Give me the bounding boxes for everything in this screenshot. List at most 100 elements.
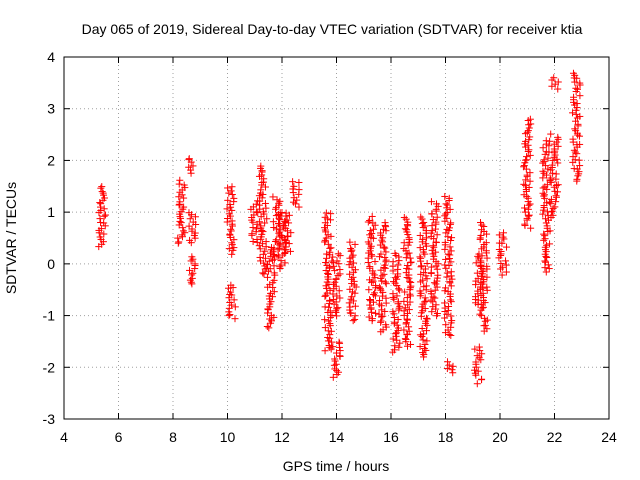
data-point [228,206,236,214]
data-point [483,325,491,333]
data-point [331,267,339,275]
data-point [470,366,478,374]
data-point [406,298,414,306]
data-point [226,230,234,238]
data-point [548,207,556,215]
data-point [364,238,372,246]
data-point [336,266,344,274]
data-point [377,250,385,258]
data-point [228,241,236,249]
data-point [421,294,429,302]
data-point [275,244,283,252]
data-point [406,278,414,286]
data-point [270,288,278,296]
data-point [449,369,457,377]
data-point [390,295,398,303]
data-point [448,234,456,242]
data-point [441,299,449,307]
y-tick-label: 3 [47,101,55,117]
y-axis-label: SDTVAR / TECUs [3,182,19,294]
data-point [576,140,584,148]
data-point [100,205,108,213]
data-point [444,233,452,241]
data-point [552,192,560,200]
data-point [423,260,431,268]
data-point [366,276,374,284]
data-point [370,291,378,299]
data-point [278,208,286,216]
data-point [329,343,337,351]
data-point [403,262,411,270]
data-point [394,285,402,293]
data-point [476,257,484,265]
x-tick-labels: 4 6 8 10 12 14 16 18 20 22 24 [60,429,617,445]
data-point [431,294,439,302]
data-point [281,236,289,244]
data-point [551,187,559,195]
data-point [275,253,283,261]
data-point [366,296,374,304]
data-point [323,278,331,286]
data-point [187,169,195,177]
data-point [274,246,282,254]
data-point [422,314,430,322]
data-point [262,254,270,262]
data-point [176,176,184,184]
data-point [225,245,233,253]
data-point [422,282,430,290]
data-point [520,180,528,188]
data-point [527,224,535,232]
data-point [400,297,408,305]
data-point [327,216,335,224]
data-point [447,282,455,290]
data-point [428,210,436,218]
data-point [379,312,387,320]
data-point [189,218,197,226]
data-point [178,233,186,241]
data-point [405,327,413,335]
data-point [188,253,196,261]
data-point [326,331,334,339]
data-point [351,312,359,320]
data-point [394,261,402,269]
data-point [322,267,330,275]
data-point [405,234,413,242]
data-point [330,295,338,303]
data-point [382,294,390,302]
data-point [382,248,390,256]
data-point [322,282,330,290]
data-point [175,201,183,209]
data-point [329,259,337,267]
data-point [554,159,562,167]
data-point [445,262,453,270]
data-point [188,271,196,279]
data-point [445,224,453,232]
data-point [442,284,450,292]
data-point [416,331,424,339]
data-point [543,253,551,261]
x-tick-label: 16 [383,429,399,445]
data-point [188,225,196,233]
data-point [417,270,425,278]
data-point [428,222,436,230]
data-point [366,216,374,224]
data-point [368,252,376,260]
data-point [541,232,549,240]
data-point [389,290,397,298]
data-point [176,198,184,206]
y-tick-label: -2 [43,359,56,375]
data-point [395,343,403,351]
data-point [443,269,451,277]
data-point [96,233,104,241]
data-point [544,154,552,162]
data-point [478,375,486,383]
data-point [371,258,379,266]
data-point [333,292,341,300]
data-point [261,247,269,255]
data-point [377,286,385,294]
data-point [370,271,378,279]
data-point [433,213,441,221]
data-point [525,124,533,132]
